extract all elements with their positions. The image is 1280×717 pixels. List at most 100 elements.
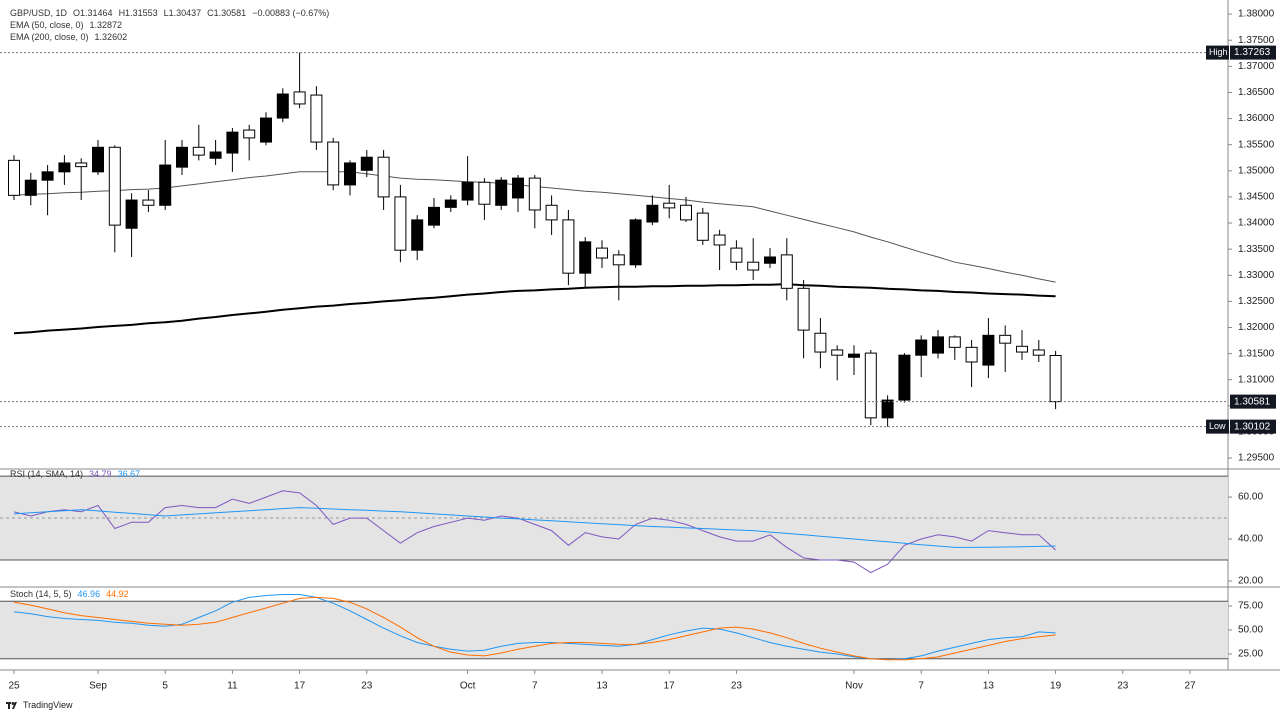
symbol: GBP/USD, 1D (10, 8, 68, 18)
candle-body (848, 353, 860, 358)
candle-body (276, 93, 289, 119)
candle-body (377, 156, 390, 198)
brand: TradingView (23, 700, 73, 710)
band (0, 601, 1228, 659)
candle-body (898, 354, 911, 401)
candle-body (596, 247, 608, 259)
legend-value: 34.79 (89, 469, 112, 479)
ohlc-low: L1.30437 (163, 8, 202, 18)
candle-body (125, 199, 138, 229)
candle-body (579, 241, 592, 274)
candle-body (310, 94, 323, 143)
x-tick-label: 13 (983, 681, 995, 692)
candle-body (881, 399, 894, 419)
y-tick-label: 1.32000 (1238, 322, 1275, 333)
candle-body (260, 117, 272, 143)
y-tick-label: 20.00 (1238, 576, 1263, 587)
x-tick-label: Sep (89, 681, 107, 692)
marker-tag: High (1209, 47, 1228, 57)
ema200-legend: EMA (200, close, 0) 1.32602 (10, 32, 127, 42)
x-tick-label: Nov (845, 681, 863, 692)
indicator-line (13, 283, 1056, 335)
price-label-box (1230, 45, 1276, 60)
candle-body (1032, 349, 1045, 356)
price-label: 1.37263 (1234, 47, 1271, 58)
candle-body (629, 219, 642, 266)
candle-body (344, 162, 356, 186)
y-tick-label: 1.31500 (1238, 348, 1275, 359)
candle-body (932, 336, 944, 354)
candle-body (965, 346, 978, 363)
candle-body (713, 234, 726, 246)
y-tick-label: 1.36500 (1238, 87, 1275, 98)
legend-value: 46.96 (77, 589, 101, 599)
marker-tag-box (1206, 45, 1229, 60)
y-tick-label: 1.36000 (1238, 113, 1275, 124)
y-tick-label: 75.00 (1238, 601, 1263, 612)
candle-body (192, 146, 205, 156)
x-tick-label: 27 (1184, 681, 1196, 692)
indicator-line (13, 490, 1056, 574)
y-tick-label: 1.37500 (1238, 35, 1275, 46)
x-tick-label: 23 (731, 681, 743, 692)
candle-body (411, 219, 424, 251)
candle-body (646, 204, 659, 223)
y-tick-label: 1.34500 (1238, 192, 1275, 203)
x-tick-label: 17 (664, 681, 676, 692)
candle-body (108, 146, 121, 226)
candle-body (92, 146, 104, 173)
candle-body (58, 162, 71, 173)
y-tick-label: 60.00 (1238, 492, 1263, 503)
candle-body (696, 212, 709, 241)
candle-body (545, 204, 558, 221)
indicator-title: Stoch (14, 5, 5) (10, 589, 72, 599)
candle-body (864, 352, 877, 419)
candle-body (24, 179, 37, 196)
price-label-box (1230, 394, 1276, 409)
candle-body (360, 156, 373, 171)
y-tick-label: 50.00 (1238, 625, 1263, 636)
y-tick-label: 1.32500 (1238, 296, 1275, 307)
price-label: 1.30581 (1234, 396, 1271, 407)
candle-body (444, 199, 457, 208)
candle-body (999, 334, 1012, 344)
x-tick-label: 7 (532, 681, 538, 692)
x-tick-label: 11 (227, 681, 238, 692)
stoch-legend: Stoch (14, 5, 5) 46.96 44.92 (10, 589, 129, 599)
candle-body (780, 254, 793, 289)
x-tick-label: 19 (1050, 681, 1062, 692)
candle-body (41, 171, 54, 181)
x-tick-label: 17 (294, 681, 306, 692)
ema50-legend: EMA (50, close, 0) 1.32872 (10, 20, 122, 30)
x-tick-label: 13 (596, 681, 608, 692)
candle-body (8, 159, 20, 196)
y-tick-label: 1.33000 (1238, 270, 1275, 281)
x-tick-label: 7 (918, 681, 924, 692)
candle-body (1049, 354, 1062, 403)
candle-body (478, 181, 491, 205)
ohlc-open: O1.31464 (73, 8, 113, 18)
candle-body (730, 247, 743, 263)
rsi-legend: RSI (14, SMA, 14) 34.79 36.67 (10, 469, 140, 479)
y-tick-label: 1.35500 (1238, 139, 1275, 150)
candle-body (226, 131, 239, 154)
candle-body (747, 261, 760, 271)
y-tick-label: 1.31000 (1238, 374, 1275, 385)
candle-body (612, 254, 625, 266)
candle-body (293, 91, 306, 105)
legend-value: 44.92 (106, 589, 129, 599)
y-tick-label: 1.35000 (1238, 165, 1275, 176)
y-tick-label: 1.37000 (1238, 61, 1275, 72)
x-tick-label: 25 (8, 681, 20, 692)
y-tick-label: 25.00 (1238, 649, 1263, 660)
candle-body (209, 151, 222, 159)
legend-value: 1.32602 (94, 32, 128, 42)
candle-body (982, 334, 995, 366)
candle-body (75, 162, 88, 168)
x-tick-label: 23 (1117, 681, 1129, 692)
y-tick-label: 1.34000 (1238, 218, 1275, 229)
candle-body (428, 206, 440, 226)
marker-tag: Low (1209, 421, 1226, 431)
